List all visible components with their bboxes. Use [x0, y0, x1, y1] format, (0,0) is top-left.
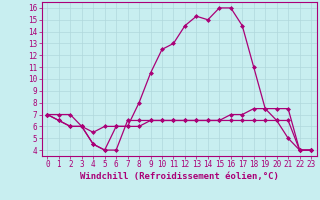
X-axis label: Windchill (Refroidissement éolien,°C): Windchill (Refroidissement éolien,°C) — [80, 172, 279, 181]
